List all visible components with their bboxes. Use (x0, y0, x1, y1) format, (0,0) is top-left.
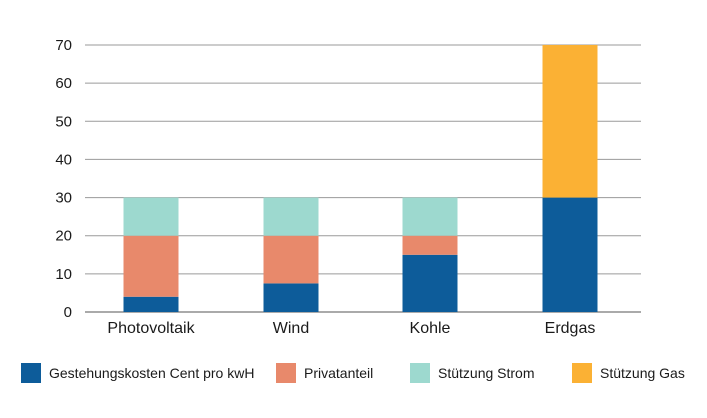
y-tick-label: 70 (55, 37, 72, 54)
x-category-label: Wind (273, 320, 309, 337)
legend-label: Privatanteil (304, 365, 373, 381)
legend-swatch (572, 363, 592, 383)
y-tick-label: 0 (64, 304, 72, 321)
bar-segment-photovoltaik-2 (123, 197, 179, 236)
legend: Gestehungskosten Cent pro kwH Privatantei… (21, 363, 685, 383)
bar-segment-photovoltaik-1 (123, 235, 179, 297)
legend-swatch (276, 363, 296, 383)
bar-segment-erdgas-0 (542, 197, 598, 312)
legend-label: Stützung Strom (438, 365, 535, 381)
bar-segment-wind-2 (263, 197, 319, 236)
bar-segment-kohle-2 (402, 197, 458, 236)
x-category-label: Erdgas (545, 320, 596, 337)
bar-segment-kohle-1 (402, 235, 458, 255)
x-axis-labels: Photovoltaik Wind Kohle Erdgas (107, 320, 595, 337)
y-tick-label: 60 (55, 75, 72, 92)
bar-segment-wind-0 (263, 283, 319, 312)
x-category-label: Kohle (410, 320, 451, 337)
bars (123, 45, 598, 312)
y-axis-ticks: 0 10 20 30 40 50 60 70 (55, 37, 72, 321)
y-tick-label: 50 (55, 113, 72, 130)
y-tick-label: 40 (55, 151, 72, 168)
bar-segment-photovoltaik-0 (123, 296, 179, 312)
legend-label: Gestehungskosten Cent pro kwH (49, 365, 254, 381)
bar-segment-wind-1 (263, 235, 319, 284)
legend-swatch (21, 363, 41, 383)
y-tick-label: 30 (55, 190, 72, 207)
y-tick-label: 20 (55, 228, 72, 245)
bar-segment-erdgas-3 (542, 45, 598, 198)
legend-swatch (410, 363, 430, 383)
x-category-label: Photovoltaik (107, 320, 195, 337)
legend-label: Stützung Gas (600, 365, 685, 381)
y-tick-label: 10 (55, 266, 72, 283)
bar-segment-kohle-0 (402, 254, 458, 312)
